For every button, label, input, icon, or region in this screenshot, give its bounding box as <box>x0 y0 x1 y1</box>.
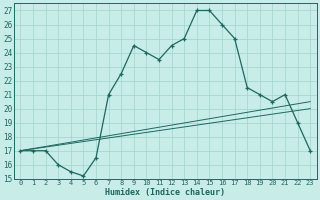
X-axis label: Humidex (Indice chaleur): Humidex (Indice chaleur) <box>105 188 225 197</box>
